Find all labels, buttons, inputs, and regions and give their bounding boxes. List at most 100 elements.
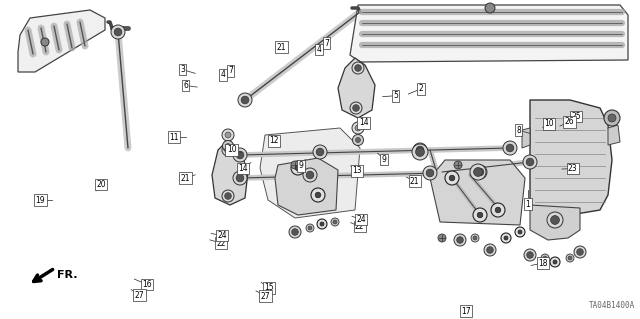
Circle shape bbox=[543, 256, 547, 260]
Polygon shape bbox=[338, 58, 375, 118]
Circle shape bbox=[295, 165, 301, 171]
Text: FR.: FR. bbox=[57, 270, 77, 280]
Text: 19: 19 bbox=[35, 196, 45, 205]
Text: 26: 26 bbox=[564, 117, 575, 126]
Circle shape bbox=[473, 236, 477, 240]
Circle shape bbox=[474, 167, 483, 176]
Circle shape bbox=[111, 25, 125, 39]
Circle shape bbox=[608, 114, 616, 122]
Circle shape bbox=[457, 237, 463, 243]
Circle shape bbox=[353, 105, 359, 111]
Circle shape bbox=[518, 230, 522, 234]
Circle shape bbox=[412, 144, 428, 160]
Circle shape bbox=[291, 161, 305, 175]
Circle shape bbox=[238, 93, 252, 107]
Circle shape bbox=[233, 148, 247, 162]
Circle shape bbox=[233, 171, 247, 185]
Text: 8: 8 bbox=[516, 126, 521, 135]
Circle shape bbox=[523, 155, 537, 169]
Circle shape bbox=[471, 234, 479, 242]
Text: 7: 7 bbox=[324, 39, 329, 48]
Circle shape bbox=[473, 165, 487, 179]
Circle shape bbox=[484, 244, 496, 256]
Circle shape bbox=[426, 169, 434, 177]
Polygon shape bbox=[430, 160, 525, 225]
Circle shape bbox=[577, 249, 583, 255]
Circle shape bbox=[454, 161, 462, 169]
Circle shape bbox=[547, 212, 563, 228]
Circle shape bbox=[333, 220, 337, 224]
Circle shape bbox=[477, 212, 483, 218]
Circle shape bbox=[568, 256, 572, 260]
Text: 15: 15 bbox=[264, 283, 274, 292]
Circle shape bbox=[114, 28, 122, 36]
Text: 18: 18 bbox=[538, 259, 547, 268]
Circle shape bbox=[527, 252, 533, 258]
Text: 1: 1 bbox=[525, 200, 531, 209]
Text: 13: 13 bbox=[352, 166, 362, 175]
Circle shape bbox=[504, 236, 508, 240]
Circle shape bbox=[476, 168, 484, 176]
Circle shape bbox=[352, 122, 364, 134]
Circle shape bbox=[225, 147, 231, 153]
Circle shape bbox=[553, 260, 557, 264]
Circle shape bbox=[313, 145, 327, 159]
Circle shape bbox=[495, 207, 501, 213]
Circle shape bbox=[311, 188, 325, 202]
Circle shape bbox=[470, 164, 486, 180]
Polygon shape bbox=[212, 140, 248, 205]
Circle shape bbox=[331, 218, 339, 226]
Circle shape bbox=[491, 203, 505, 217]
Circle shape bbox=[225, 132, 231, 138]
Circle shape bbox=[503, 141, 517, 155]
Polygon shape bbox=[275, 158, 338, 215]
Circle shape bbox=[355, 125, 361, 131]
Circle shape bbox=[222, 190, 234, 202]
Text: 24: 24 bbox=[217, 231, 227, 240]
Circle shape bbox=[416, 146, 424, 154]
Circle shape bbox=[352, 62, 364, 74]
Circle shape bbox=[445, 171, 459, 185]
Circle shape bbox=[320, 222, 324, 226]
Circle shape bbox=[541, 254, 549, 262]
Circle shape bbox=[241, 96, 249, 104]
Circle shape bbox=[223, 140, 234, 152]
Circle shape bbox=[225, 144, 230, 149]
Circle shape bbox=[222, 144, 234, 156]
Text: 21: 21 bbox=[277, 43, 286, 52]
Circle shape bbox=[289, 226, 301, 238]
Circle shape bbox=[353, 135, 364, 145]
Text: 6: 6 bbox=[183, 81, 188, 90]
Text: 4: 4 bbox=[220, 70, 225, 79]
Text: 10: 10 bbox=[227, 145, 237, 154]
Text: 10: 10 bbox=[544, 119, 554, 128]
Circle shape bbox=[350, 102, 362, 114]
Polygon shape bbox=[260, 128, 360, 218]
Text: 27: 27 bbox=[260, 292, 271, 300]
Circle shape bbox=[222, 129, 234, 141]
Text: TA04B1400A: TA04B1400A bbox=[589, 301, 635, 310]
Polygon shape bbox=[522, 128, 530, 148]
Text: 23: 23 bbox=[568, 164, 578, 173]
Circle shape bbox=[306, 171, 314, 179]
Circle shape bbox=[236, 174, 244, 182]
Text: 24: 24 bbox=[356, 215, 366, 224]
Text: 20: 20 bbox=[96, 180, 106, 189]
Circle shape bbox=[355, 65, 362, 71]
Circle shape bbox=[566, 254, 574, 262]
Text: 9: 9 bbox=[298, 161, 303, 170]
Text: 14: 14 bbox=[358, 118, 369, 127]
Circle shape bbox=[506, 144, 514, 152]
Text: 16: 16 bbox=[142, 280, 152, 289]
Circle shape bbox=[524, 249, 536, 261]
Circle shape bbox=[550, 257, 560, 267]
Text: 21: 21 bbox=[181, 174, 190, 182]
Circle shape bbox=[515, 227, 525, 237]
Polygon shape bbox=[530, 100, 612, 215]
Circle shape bbox=[423, 166, 437, 180]
Text: 27: 27 bbox=[134, 291, 145, 300]
Circle shape bbox=[292, 229, 298, 235]
Circle shape bbox=[303, 168, 317, 182]
Text: 2: 2 bbox=[419, 84, 424, 93]
Text: 12: 12 bbox=[269, 137, 278, 145]
